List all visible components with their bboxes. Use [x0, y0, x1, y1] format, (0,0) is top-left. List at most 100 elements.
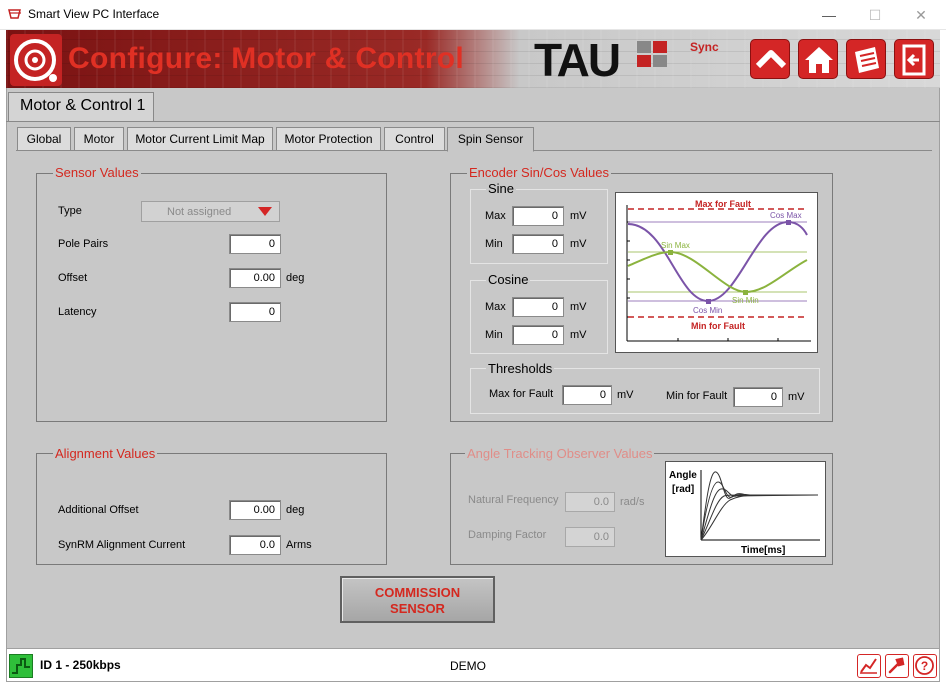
alignment-values-title: Alignment Values	[53, 446, 158, 461]
encoder-graph-canvas: Max for Fault Min for Fault Cos Max Cos …	[626, 199, 811, 342]
sine-max-unit: mV	[570, 210, 587, 222]
encoder-graph: Max for Fault Min for Fault Cos Max Cos …	[615, 192, 818, 353]
commission-line-1: COMMISSION	[374, 585, 461, 600]
status-node-id: ID 1 - 250kbps	[40, 658, 121, 672]
type-label: Type	[58, 205, 82, 217]
observer-ylabel-2: [rad]	[672, 484, 694, 495]
pole-pairs-input[interactable]: 0	[229, 234, 281, 254]
tools-button[interactable]	[885, 654, 909, 678]
brand-logo: TAU	[534, 34, 621, 86]
damping-factor-label: Damping Factor	[468, 529, 547, 541]
sine-max-input[interactable]: 0	[512, 206, 564, 226]
cosine-min-unit: mV	[570, 329, 587, 341]
commission-sensor-button[interactable]: COMMISSION SENSOR	[340, 576, 495, 623]
chevron-up-icon	[755, 50, 787, 69]
help-icon: ?	[915, 656, 934, 675]
cosine-min-input[interactable]: 0	[512, 325, 564, 345]
cos-max-marker	[786, 220, 791, 225]
svg-text:?: ?	[921, 659, 928, 673]
cosine-max-label: Max	[485, 301, 506, 313]
wrench-icon	[888, 657, 905, 674]
thresholds-group	[470, 368, 820, 414]
offset-label: Offset	[58, 272, 88, 284]
type-dropdown[interactable]: Not assigned	[141, 201, 280, 222]
cosine-max-unit: mV	[570, 301, 587, 313]
latency-label: Latency	[58, 306, 97, 318]
latency-input[interactable]: 0	[229, 302, 281, 322]
min-fault-graph-label: Min for Fault	[691, 321, 745, 331]
document-icon	[855, 47, 879, 73]
synrm-current-label: SynRM Alignment Current	[58, 539, 186, 551]
natural-frequency-unit: rad/s	[620, 496, 645, 508]
sin-max-label: Sin Max	[661, 241, 690, 250]
offset-input[interactable]: 0.00	[229, 268, 281, 288]
cos-min-label: Cos Min	[693, 306, 722, 315]
additional-offset-label: Additional Offset	[58, 504, 139, 516]
minimize-button[interactable]: —	[822, 7, 836, 23]
min-fault-input[interactable]: 0	[733, 387, 783, 407]
observer-values-title: Angle Tracking Observer Values	[465, 446, 655, 461]
sine-min-label: Min	[485, 238, 503, 250]
pole-pairs-label: Pole Pairs	[58, 238, 109, 250]
tab-motor-protection[interactable]: Motor Protection	[276, 127, 381, 151]
sine-group	[470, 189, 608, 264]
commission-line-2: SENSOR	[390, 601, 445, 616]
close-button[interactable]: ✕	[915, 7, 927, 23]
synrm-current-input[interactable]: 0.0	[229, 535, 281, 555]
sin-min-marker	[743, 290, 748, 295]
page-title: Configure: Motor & Control	[68, 42, 465, 75]
disc-icon	[14, 39, 57, 82]
offset-unit: deg	[286, 272, 305, 284]
sine-max-label: Max	[485, 210, 506, 222]
natural-frequency-input[interactable]: 0.0	[565, 492, 615, 512]
tab-global[interactable]: Global	[17, 127, 71, 151]
synrm-current-unit: Arms	[286, 539, 312, 551]
encoder-values-group	[450, 173, 833, 422]
up-button[interactable]	[750, 39, 790, 79]
exit-button[interactable]	[894, 39, 934, 79]
sine-curve	[627, 250, 808, 294]
exit-door-icon	[902, 44, 926, 76]
observer-graph-canvas: Angle [rad] Time[ms]	[669, 470, 820, 556]
observer-ylabel-1: Angle	[669, 470, 697, 481]
max-fault-unit: mV	[617, 389, 634, 401]
alignment-values-group	[36, 453, 387, 565]
cosine-curve	[627, 220, 808, 303]
status-mode: DEMO	[450, 659, 486, 673]
save-config-button[interactable]	[846, 39, 886, 79]
max-fault-label: Max for Fault	[489, 388, 554, 400]
tab-spin-sensor[interactable]: Spin Sensor	[447, 127, 534, 152]
sine-min-input[interactable]: 0	[512, 234, 564, 254]
home-button[interactable]	[798, 39, 838, 79]
additional-offset-unit: deg	[286, 504, 305, 516]
tab-control[interactable]: Control	[384, 127, 445, 151]
max-fault-input[interactable]: 0	[562, 385, 612, 405]
tab-motor[interactable]: Motor	[74, 127, 124, 151]
help-button[interactable]: ?	[913, 654, 937, 678]
tab-motor-control-1[interactable]: Motor & Control 1	[8, 92, 154, 122]
observer-graph: Angle [rad] Time[ms]	[665, 461, 826, 557]
tab-motor-current-limit-map[interactable]: Motor Current Limit Map	[127, 127, 273, 151]
sin-min-label: Sin Min	[732, 296, 759, 305]
additional-offset-input[interactable]: 0.00	[229, 500, 281, 520]
sensor-values-title: Sensor Values	[53, 165, 141, 180]
maximize-button[interactable]: ☐	[868, 7, 882, 23]
observer-xlabel: Time[ms]	[741, 545, 785, 556]
header-banner: Configure: Motor & Control TAU Sync	[6, 30, 940, 88]
sin-max-marker	[668, 250, 673, 255]
app-logo	[10, 34, 62, 86]
app-icon	[8, 9, 21, 19]
cosine-max-input[interactable]: 0	[512, 297, 564, 317]
chart-button[interactable]	[857, 654, 881, 678]
cos-min-marker	[706, 299, 711, 304]
sine-title: Sine	[486, 181, 517, 196]
dropdown-arrow-icon	[258, 207, 272, 216]
sine-min-unit: mV	[570, 238, 587, 250]
thresholds-title: Thresholds	[486, 361, 555, 376]
natural-frequency-label: Natural Frequency	[468, 494, 559, 506]
sensor-values-group	[36, 173, 387, 422]
brand-suffix: Sync	[690, 40, 719, 54]
cosine-group	[470, 280, 608, 354]
window-title: Smart View PC Interface	[28, 7, 160, 21]
damping-factor-input[interactable]: 0.0	[565, 527, 615, 547]
